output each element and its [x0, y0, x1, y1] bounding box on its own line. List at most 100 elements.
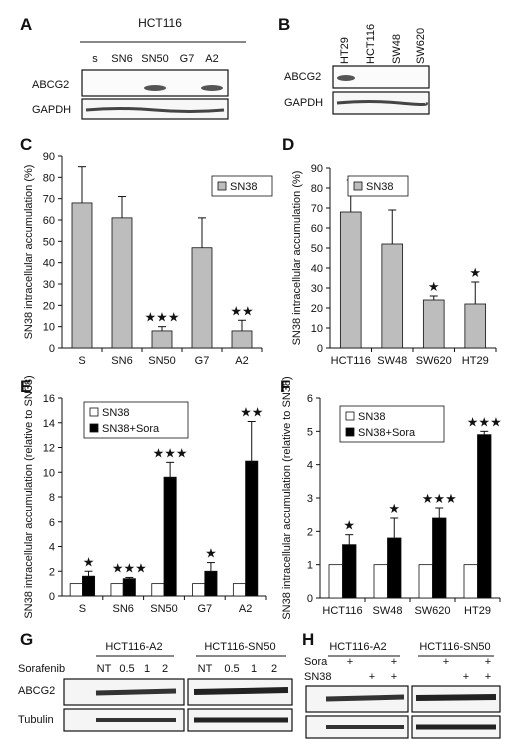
x-category-label: SN50 [150, 603, 178, 615]
y-tick-label: 90 [311, 163, 323, 175]
svg-text:G: G [20, 630, 33, 649]
significance-stars: ★ [428, 279, 440, 294]
legend-box [339, 405, 445, 443]
legend: SN38 [211, 175, 273, 197]
significance-stars: ★ [469, 265, 481, 280]
y-tick-label: 60 [311, 223, 323, 235]
y-tick-label: 40 [311, 263, 323, 275]
panel-letter-b: B [278, 15, 290, 34]
blot-band [85, 107, 225, 113]
y-tick-label: 40 [43, 258, 55, 270]
y-tick-label: 8 [49, 492, 55, 504]
significance-stars: ★★★ [112, 560, 147, 575]
panel-b: B HT29 HCT116 SW48 SW620 ABCG2 GAPDH [278, 15, 430, 115]
bar-sn38-sora [245, 460, 259, 597]
blot-band [415, 694, 497, 701]
panel-d-chart: D 0 10 20 30 40 50 60 70 80 90 SN38 intracellular … [282, 135, 497, 367]
abcg2-blot-a [81, 69, 229, 97]
sora-mark: + [443, 656, 449, 668]
bar-sn38 [231, 330, 253, 349]
blot-row-label: ABCG2 [284, 71, 321, 83]
legend: SN38 SN38+Sora [83, 401, 189, 439]
lane-label: HCT116 [365, 24, 377, 64]
legend-box [211, 175, 273, 197]
y-tick-label: 70 [311, 203, 323, 215]
blot-band [95, 688, 177, 696]
legend-swatch [345, 411, 355, 421]
bar-sn38-sora [387, 537, 402, 599]
legend-label: SN38 [230, 181, 258, 193]
bar-sn38-sora [163, 476, 177, 597]
x-category-label: A2 [235, 355, 248, 367]
legend-swatch [345, 427, 355, 437]
y-tick-label: 10 [43, 322, 55, 334]
y-tick-label: 2 [307, 526, 313, 538]
blot-row-label: GAPDH [32, 104, 71, 116]
panel-c-chart: C 0 10 20 30 40 50 60 70 80 90 SN38 intracellular … [20, 135, 273, 367]
svg-text:H: H [302, 630, 314, 649]
legend-label: SN38 [102, 407, 130, 419]
blot-band [201, 85, 223, 91]
y-tick-label: 20 [311, 303, 323, 315]
bar-sn38-sora [122, 578, 136, 597]
legend-box [347, 175, 409, 197]
bar-sn38 [463, 564, 478, 599]
x-category-label: SW620 [414, 605, 450, 617]
legend-swatch [89, 423, 99, 433]
x-category-label: SN6 [111, 355, 132, 367]
significance-stars: ★ [388, 501, 400, 516]
sn38-mark: + [391, 671, 397, 683]
x-category-label: SN6 [112, 603, 133, 615]
legend-swatch [217, 181, 227, 191]
abcg2-blot-b [332, 65, 430, 89]
blot-band [144, 85, 166, 91]
y-tick-label: 14 [43, 418, 55, 430]
dose-label: NT [97, 663, 112, 675]
sora-mark: + [485, 656, 491, 668]
blot-row-label: ABCG2 [18, 685, 55, 697]
x-category-label: SW48 [373, 605, 403, 617]
sora-mark: + [391, 656, 397, 668]
bar-sn38-sora [432, 517, 447, 599]
x-category-label: SW48 [377, 355, 407, 367]
y-tick-label: 2 [49, 566, 55, 578]
y-tick-label: 1 [307, 560, 313, 572]
bar-sn38 [464, 303, 487, 349]
y-tick-label: 3 [307, 493, 313, 505]
y-tick-label: 80 [311, 183, 323, 195]
y-tick-label: 12 [43, 443, 55, 455]
group-label: HCT116-SN50 [204, 641, 275, 653]
x-category-label: S [79, 603, 86, 615]
lane-label: SW620 [415, 28, 427, 64]
x-category-label: SN50 [148, 355, 176, 367]
treatment-marks: + + + + + + + + [347, 656, 491, 683]
sn38-mark: + [463, 671, 469, 683]
group-label: HCT116-SN50 [419, 641, 490, 653]
lane-label: HT29 [339, 37, 351, 64]
bar-sn38 [110, 583, 124, 597]
y-tick-label: 16 [43, 393, 55, 405]
y-tick-label: 0 [307, 593, 313, 605]
bar-sn38-sora [204, 570, 218, 597]
y-tick-label: 60 [43, 215, 55, 227]
panel-letter-a: A [20, 15, 32, 34]
x-category-label: HCT116 [331, 355, 371, 367]
bar-sn38 [192, 583, 206, 597]
lane-label: SN50 [141, 53, 169, 65]
sora-row-label: Sora [304, 656, 328, 668]
sora-mark: + [347, 656, 353, 668]
dose-label: 2 [271, 663, 277, 675]
legend-label: SN38 [366, 181, 394, 193]
panel-a: A HCT116 s SN6 SN50 G7 A2 ABCG2 GAPDH [20, 15, 246, 120]
y-tick-label: 30 [311, 283, 323, 295]
y-tick-label: 4 [49, 542, 55, 554]
panel-h: H HCT116-A2 HCT116-SN50 Sora SN38 + + + ++ +… [302, 630, 501, 739]
dose-label: NT [198, 663, 213, 675]
y-tick-label: 0 [49, 591, 55, 603]
bar-sn38 [191, 247, 213, 349]
bar-sn38 [151, 583, 165, 597]
blot-band [337, 75, 355, 81]
x-category-label: HCT116 [322, 605, 362, 617]
bar-sn38 [418, 564, 433, 599]
y-tick-label: 6 [307, 393, 313, 405]
